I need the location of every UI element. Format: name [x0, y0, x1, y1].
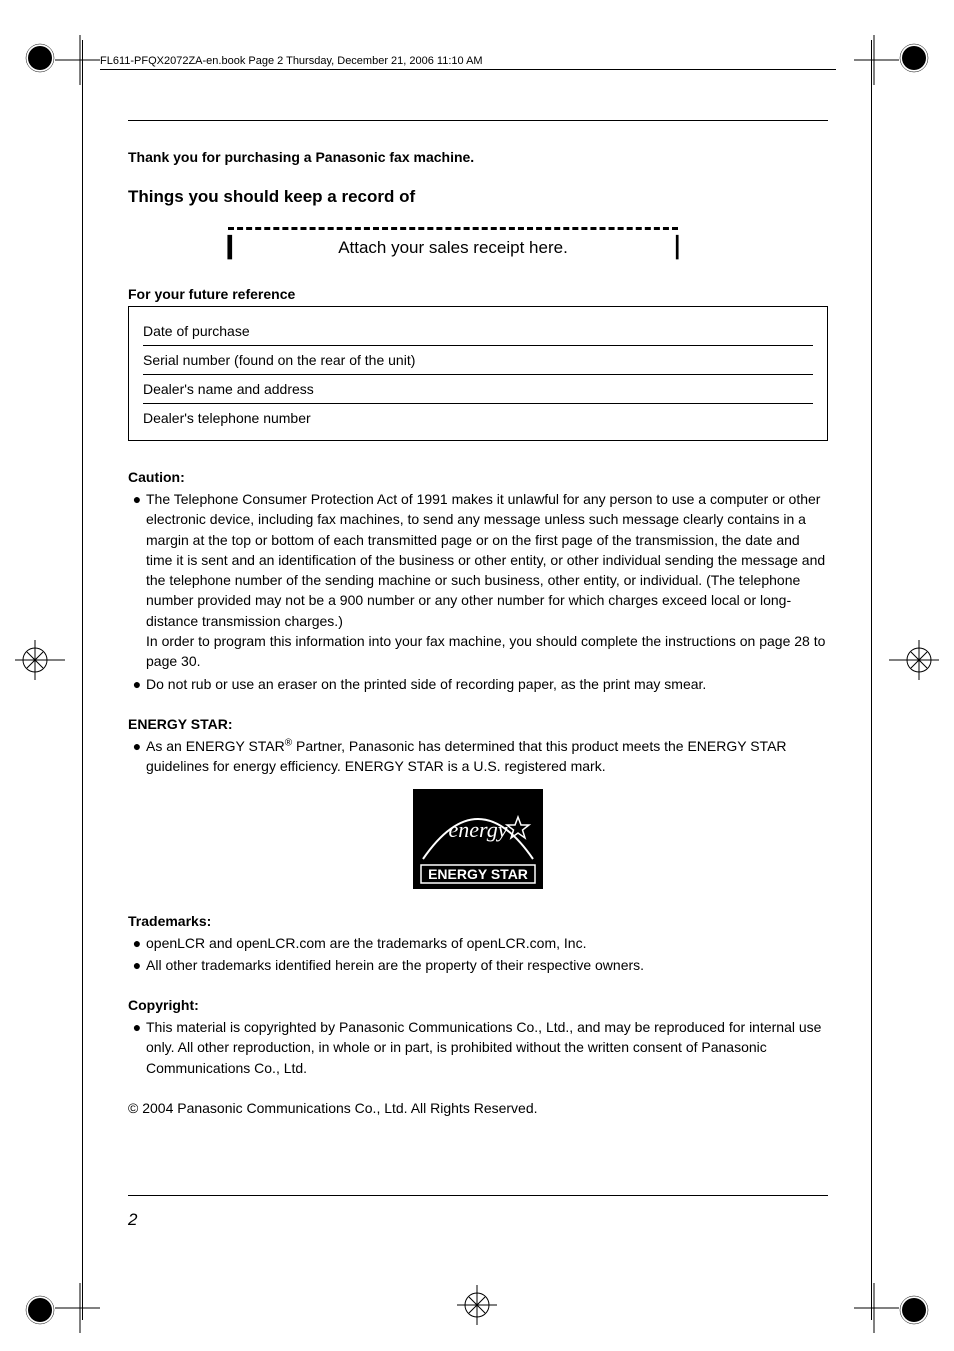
- trademarks-heading: Trademarks:: [128, 913, 828, 929]
- copyright-bullet-1: This material is copyrighted by Panasoni…: [146, 1017, 828, 1078]
- caution-bullet-2: Do not rub or use an eraser on the print…: [146, 674, 828, 694]
- bullet-icon: ●: [128, 955, 146, 975]
- document-meta-header: FL611-PFQX2072ZA-en.book Page 2 Thursday…: [100, 55, 836, 70]
- receipt-left-mark: ▎: [228, 238, 243, 258]
- energy-star-block: ENERGY STAR: ● As an ENERGY STAR® Partne…: [128, 716, 828, 889]
- energy-star-heading: ENERGY STAR:: [128, 716, 828, 732]
- receipt-attachment-area: ▎ Attach your sales receipt here. ▕: [228, 227, 678, 258]
- copyright-heading: Copyright:: [128, 997, 828, 1013]
- bullet-icon: ●: [128, 933, 146, 953]
- copyright-line: © 2004 Panasonic Communications Co., Ltd…: [128, 1100, 828, 1116]
- copyright-block: Copyright: ● This material is copyrighte…: [128, 997, 828, 1078]
- trademarks-bullet-1: openLCR and openLCR.com are the trademar…: [146, 933, 828, 953]
- thank-you-text: Thank you for purchasing a Panasonic fax…: [128, 149, 828, 165]
- ref-row: Dealer's telephone number: [143, 404, 813, 426]
- bullet-icon: ●: [128, 674, 146, 694]
- receipt-instruction: Attach your sales receipt here.: [243, 238, 662, 258]
- energy-star-text: As an ENERGY STAR® Partner, Panasonic ha…: [146, 736, 828, 777]
- page-number: 2: [128, 1210, 137, 1230]
- receipt-right-mark: ▕: [663, 238, 678, 258]
- trademarks-bullet-2: All other trademarks identified herein a…: [146, 955, 828, 975]
- ref-row: Date of purchase: [143, 317, 813, 346]
- bullet-icon: ●: [128, 489, 146, 672]
- bullet-icon: ●: [128, 736, 146, 777]
- crop-marks-mid-left: [10, 630, 80, 690]
- crop-marks-bottom-center: [447, 1275, 507, 1335]
- ref-row: Dealer's name and address: [143, 375, 813, 404]
- section-title: Things you should keep a record of: [128, 187, 828, 207]
- caution-continuation: In order to program this information int…: [146, 631, 828, 672]
- svg-text:ENERGY STAR: ENERGY STAR: [428, 866, 528, 882]
- ref-row: Serial number (found on the rear of the …: [143, 346, 813, 375]
- energy-star-logo: energy ENERGY STAR: [413, 789, 543, 889]
- crop-marks-top-left: [20, 30, 100, 110]
- reference-box: Date of purchase Serial number (found on…: [128, 306, 828, 441]
- caution-heading: Caution:: [128, 469, 828, 485]
- bottom-rule: [128, 1195, 828, 1196]
- crop-marks-mid-right: [874, 630, 944, 690]
- crop-marks-bottom-left: [20, 1258, 100, 1338]
- trademarks-block: Trademarks: ● openLCR and openLCR.com ar…: [128, 913, 828, 976]
- caution-block: Caution: ● The Telephone Consumer Protec…: [128, 469, 828, 694]
- crop-marks-bottom-right: [854, 1258, 934, 1338]
- future-reference-heading: For your future reference: [128, 286, 828, 302]
- svg-text:energy: energy: [448, 817, 507, 842]
- receipt-dash-line: [228, 227, 678, 230]
- trim-line-left: [82, 40, 83, 1320]
- bullet-icon: ●: [128, 1017, 146, 1078]
- top-rule: [128, 120, 828, 121]
- crop-marks-top-right: [854, 30, 934, 110]
- caution-bullet-1: The Telephone Consumer Protection Act of…: [146, 491, 825, 629]
- trim-line-right: [871, 40, 872, 1320]
